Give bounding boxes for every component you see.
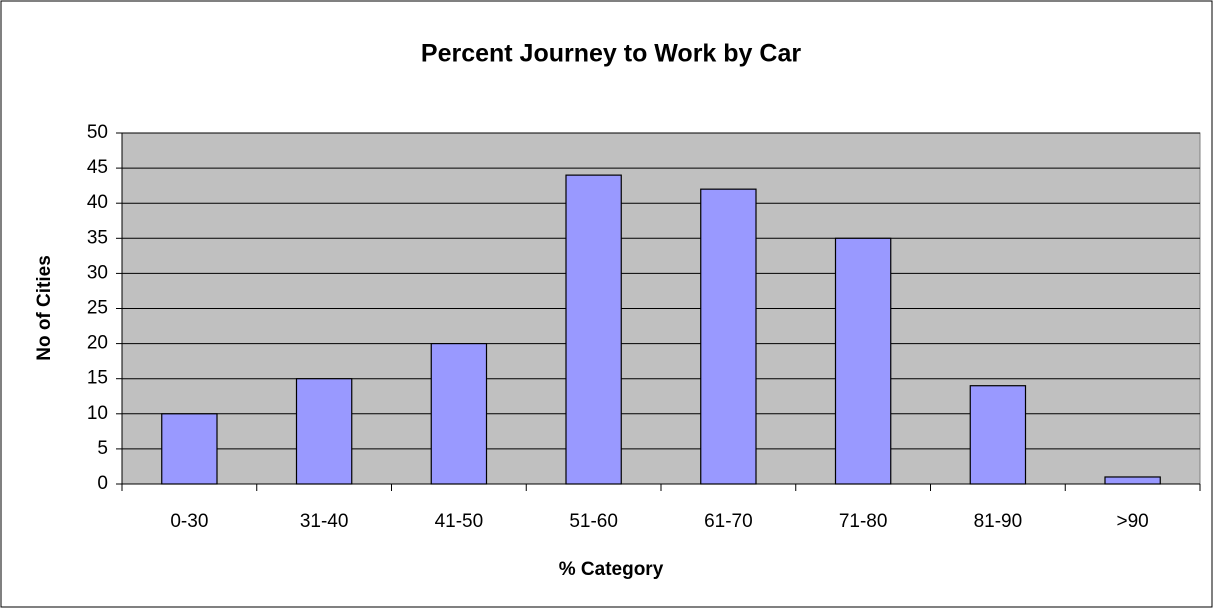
x-axis-label: % Category: [559, 559, 664, 580]
y-tick-label: 20: [87, 333, 108, 354]
y-axis-label: No of Cities: [34, 255, 55, 361]
y-tick-label: 40: [87, 192, 108, 213]
bar: [1104, 476, 1161, 485]
y-tick-label: 5: [97, 438, 108, 459]
y-tick-label: 15: [87, 368, 108, 389]
x-tick-label: 0-30: [170, 511, 208, 532]
bar: [834, 237, 892, 485]
bar: [430, 343, 488, 485]
y-tick-label: 50: [87, 122, 108, 143]
x-tick-label: 71-80: [839, 511, 888, 532]
y-tick-label: 0: [97, 473, 108, 494]
y-tick-label: 35: [87, 227, 108, 248]
x-tick-label: 41-50: [435, 511, 484, 532]
bar: [969, 385, 1027, 485]
y-tick-label: 10: [87, 403, 108, 424]
x-tick-label: >90: [1117, 511, 1149, 532]
x-tick-label: 31-40: [300, 511, 349, 532]
x-tick-label: 51-60: [569, 511, 618, 532]
bar: [295, 378, 353, 485]
bar: [161, 413, 218, 485]
bar: [565, 174, 622, 485]
x-tick-label: 61-70: [704, 511, 753, 532]
y-tick-label: 30: [87, 262, 108, 283]
y-tick-label: 45: [87, 157, 108, 178]
y-tick-label: 25: [87, 298, 108, 319]
x-tick-label: 81-90: [974, 511, 1023, 532]
bar: [700, 188, 757, 485]
chart-title: Percent Journey to Work by Car: [421, 40, 801, 68]
